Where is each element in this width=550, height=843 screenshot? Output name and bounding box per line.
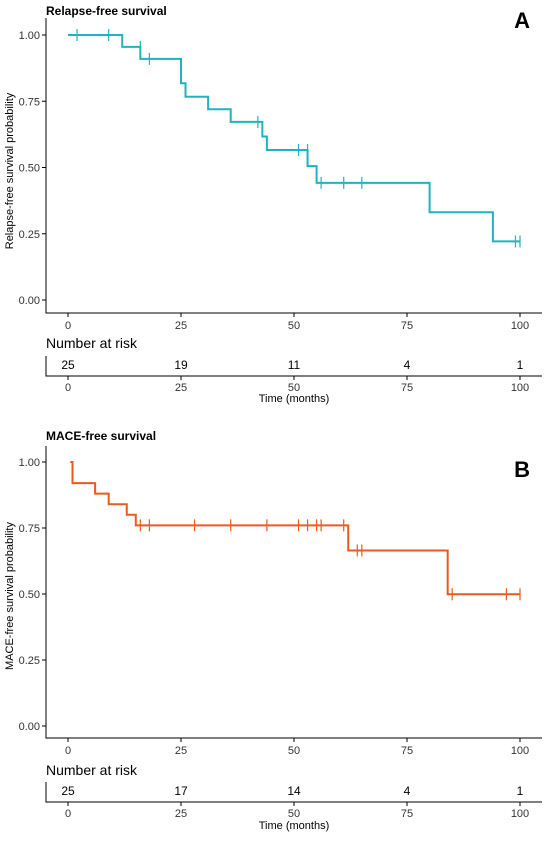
panel-b-risk-x-tick-label: 50 — [288, 808, 300, 820]
panel-a-risk-count: 11 — [288, 358, 301, 372]
panel-b-x-tick-label: 100 — [511, 745, 529, 757]
panel-a-risk-x-tick-label: 75 — [401, 382, 413, 394]
panel-b-risk-x-tick-label: 0 — [65, 808, 71, 820]
panel-a-title: Relapse-free survival — [46, 4, 167, 18]
panel-a-survival-curve — [68, 34, 520, 243]
panel-b-x-tick-label: 25 — [175, 745, 187, 757]
panel-b-y-tick-label: 1.00 — [19, 457, 40, 469]
panel-b-plot: 0.00 0.25 0.50 0.75 1.00 0 25 50 75 100 — [19, 446, 542, 757]
panel-a-y-axis-label: Relapse-free survival probability — [4, 92, 16, 249]
panel-b-x-tick-label: 0 — [65, 745, 71, 757]
panel-a-risk-x-tick-label: 0 — [65, 382, 71, 394]
panel-b-y-tick-label: 0.25 — [19, 655, 40, 667]
panel-b-risk-count: 25 — [61, 784, 75, 798]
panel-a-x-tick-label: 100 — [511, 320, 529, 332]
panel-a-y-tick-label: 0.25 — [19, 229, 40, 241]
panel-b-risk-x-tick-label: 25 — [175, 808, 187, 820]
panel-a-x-tick-label: 0 — [65, 320, 71, 332]
panel-b-risk-count: 1 — [517, 784, 524, 798]
panel-a-plot: 0.00 0.25 0.50 0.75 1.00 0 25 50 75 100 — [19, 18, 542, 332]
panel-a-x-tick-label: 50 — [288, 320, 300, 332]
panel-a-risk-count: 1 — [517, 358, 524, 372]
panel-a-risk-x-tick-label: 50 — [288, 382, 300, 394]
panel-a-risk-axes — [45, 356, 542, 377]
panel-b-risk-axes — [45, 782, 542, 803]
panel-b-title: MACE-free survival — [46, 429, 156, 443]
panel-b-risk-x-tick-label: 100 — [511, 808, 529, 820]
panel-b-x-axis-label: Time (months) — [259, 820, 330, 832]
panel-a-axes-frame — [45, 18, 542, 314]
panel-a: Relapse-free survival A Relapse-free sur… — [4, 4, 542, 405]
panel-a-x-tick-label: 25 — [175, 320, 187, 332]
panel-b-risk-count: 14 — [287, 784, 301, 798]
panel-a-risk-x-tick-label: 100 — [511, 382, 529, 394]
panel-b-x-tick-label: 50 — [288, 745, 300, 757]
panel-b-axes-frame — [45, 446, 542, 739]
panel-b-letter: B — [514, 457, 530, 482]
panel-b-risk-table: 25 0 17 25 14 50 4 75 1 100 — [45, 782, 542, 820]
panel-b-risk-count: 4 — [404, 784, 411, 798]
panel-a-x-tick-label: 75 — [401, 320, 413, 332]
panel-b-risk-table-title: Number at risk — [46, 762, 138, 778]
panel-b-y-tick-label: 0.00 — [19, 721, 40, 733]
panel-a-risk-count: 25 — [61, 358, 75, 372]
panel-a-letter: A — [514, 8, 530, 33]
panel-b-y-axis-label: MACE-free survival probability — [4, 522, 16, 670]
panel-b-y-tick-label: 0.50 — [19, 589, 40, 601]
panel-b-y-tick-label: 0.75 — [19, 523, 40, 535]
panel-a-risk-count: 4 — [404, 358, 411, 372]
panel-b-risk-count: 17 — [174, 784, 188, 798]
panel-a-y-tick-label: 0.75 — [19, 96, 40, 108]
panel-b-risk-x-tick-label: 75 — [401, 808, 413, 820]
panel-a-risk-table-title: Number at risk — [46, 335, 138, 351]
panel-b-x-tick-label: 75 — [401, 745, 413, 757]
panel-a-y-tick-label: 0.00 — [19, 295, 40, 307]
panel-a-y-tick-label: 0.50 — [19, 163, 40, 175]
panel-a-y-tick-label: 1.00 — [19, 30, 40, 42]
panel-a-risk-x-tick-label: 25 — [175, 382, 187, 394]
panel-b-survival-curve — [70, 461, 520, 596]
panel-a-x-axis-label: Time (months) — [259, 393, 330, 405]
panel-b: MACE-free survival B MACE-free survival … — [4, 429, 542, 832]
panel-a-risk-table: 25 0 19 25 11 50 4 75 1 100 — [45, 356, 542, 394]
panel-a-risk-count: 19 — [174, 358, 188, 372]
